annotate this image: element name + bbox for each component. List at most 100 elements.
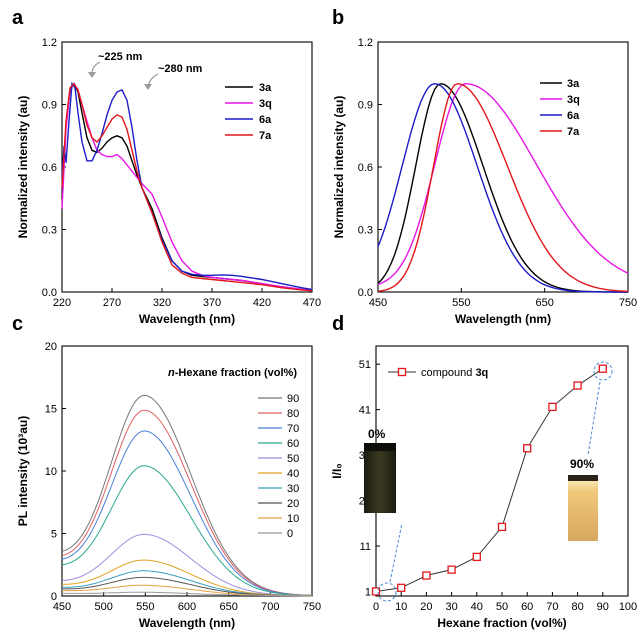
legend-label-0: 0 (287, 528, 293, 540)
x-tick-label: 60 (521, 601, 533, 613)
series-line-80 (61, 409, 313, 596)
y-axis-title: Normalized intensity (au) (16, 96, 30, 239)
x-tick-label: 420 (253, 297, 271, 309)
panel-b-chart: 450 550 650 750 0.0 0.3 0.6 0.9 1.2 Wavelength (n… (332, 37, 637, 326)
vial-0-percent-photo (364, 443, 396, 513)
legend-title-text: -Hexane fraction (vol%) (175, 367, 298, 379)
legend-title: n-Hexane fraction (vol%) (168, 367, 297, 379)
data-point (573, 381, 582, 390)
data-point (497, 522, 507, 532)
legend-label-word: compound (421, 367, 475, 379)
x-tick-label: 220 (53, 297, 71, 309)
data-point (598, 364, 607, 373)
vial-0-label: 0% (368, 427, 386, 441)
x-tick-label: 500 (94, 601, 112, 613)
x-tick-label: 20 (420, 601, 432, 613)
data-point (422, 571, 431, 580)
panel-label-d: d (332, 313, 344, 335)
y-tick-label: 51 (359, 359, 371, 371)
y-tick-label: 1 (365, 586, 371, 598)
x-tick-label: 320 (153, 297, 171, 309)
y-tick-label: 0 (51, 591, 57, 603)
x-tick-label: 650 (535, 297, 553, 309)
y-tick-label: 1.2 (42, 37, 57, 49)
y-tick-label: 0.0 (42, 287, 57, 299)
y-axis-title: I/I₀ (330, 463, 344, 478)
x-tick-label: 50 (496, 601, 508, 613)
annotation-arrowhead-280 (144, 84, 152, 90)
legend-swatch-marker (397, 367, 407, 377)
series-line-0 (62, 591, 312, 597)
plot-frame (61, 41, 313, 293)
panel-c-chart: 450 500 550 600 650 700 75005101520Wavelength … (16, 341, 321, 630)
x-tick-label: 450 (53, 601, 71, 613)
x-tick-label: 750 (619, 297, 637, 309)
x-axis-title: Hexane fraction (vol%) (437, 616, 566, 630)
data-point (523, 444, 532, 453)
legend-label-3q: 3q (259, 98, 272, 110)
series-line-7a (377, 82, 629, 293)
vial-90-percent-photo (568, 475, 598, 541)
legend-label-40: 40 (287, 468, 299, 480)
x-tick-label: 270 (103, 297, 121, 309)
data-point (447, 565, 456, 574)
vial-90-label: 90% (570, 457, 594, 471)
y-tick-label: 1.2 (358, 37, 373, 49)
x-tick-label: 10 (395, 601, 407, 613)
annotation-peak-280: ~280 nm (158, 63, 203, 75)
y-axis-title: Normalized intensity (au) (332, 96, 346, 239)
y-tick-label: 10 (45, 466, 57, 478)
legend-label-6a: 6a (567, 110, 580, 122)
annotation-arrowhead-225 (88, 72, 96, 78)
series-line-3q (377, 82, 629, 286)
legend-label-20: 20 (287, 498, 299, 510)
legend-label-3a: 3a (259, 82, 272, 94)
x-tick-label: 70 (546, 601, 558, 613)
y-tick-label: 0.0 (358, 287, 373, 299)
series-line-60 (61, 465, 313, 596)
series-line-7a (61, 82, 313, 292)
legend-label-compound-3q: compound 3q (421, 367, 488, 379)
panel-a-chart: 220 270 320 370 420 470 0.0 0.3 0.6 0.9 1.2 Wavelen… (16, 37, 321, 326)
series-line-70 (61, 430, 313, 596)
y-tick-label: 15 (45, 404, 57, 416)
legend-label-3q: 3q (567, 94, 580, 106)
x-tick-label: 80 (571, 601, 583, 613)
callout-circle-0 (377, 582, 397, 602)
y-tick-label: 0.6 (42, 162, 57, 174)
legend-label-7a: 7a (567, 126, 580, 138)
series-line-6a (61, 81, 313, 291)
y-tick-label: 41 (359, 405, 371, 417)
y-tick-label: 0.9 (358, 100, 373, 112)
legend-label-id: 3q (475, 367, 488, 379)
x-tick-label: 90 (597, 601, 609, 613)
data-point (371, 587, 381, 596)
x-tick-label: 700 (261, 601, 279, 613)
legend-title-italic: n (168, 367, 175, 379)
series-line-compound-3q (375, 368, 604, 592)
series-line-50 (61, 533, 312, 597)
y-tick-label: 0.9 (42, 100, 57, 112)
series-line-6a (377, 82, 628, 293)
legend-label-70: 70 (287, 423, 299, 435)
y-tick-label: 20 (45, 341, 57, 353)
data-point (472, 552, 481, 562)
x-tick-label: 550 (136, 601, 154, 613)
legend-label-50: 50 (287, 453, 299, 465)
panel-d-chart: 010203040506070809010011121314151Hexane … (330, 345, 637, 630)
y-axis-title: PL intensity (10³au) (16, 416, 30, 526)
legend-label-90: 90 (287, 393, 299, 405)
annotation-peak-225: ~225 nm (98, 51, 143, 63)
x-tick-label: 600 (178, 601, 196, 613)
x-tick-label: 550 (452, 297, 470, 309)
panel-label-a: a (12, 7, 24, 29)
y-tick-label: 5 (51, 529, 57, 541)
callout-circle-90 (593, 361, 613, 381)
x-tick-label: 0 (373, 601, 379, 613)
y-tick-label: 11 (360, 541, 371, 553)
legend-label-30: 30 (287, 483, 299, 495)
legend-label-3a: 3a (567, 78, 580, 90)
x-tick-label: 370 (203, 297, 221, 309)
data-point (397, 583, 406, 592)
